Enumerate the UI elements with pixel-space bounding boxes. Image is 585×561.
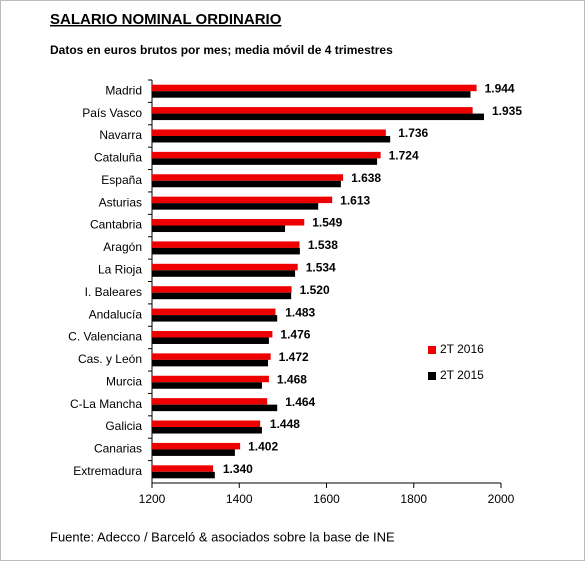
y-tick-label: Extremadura — [73, 464, 142, 478]
value-label: 1.464 — [285, 395, 315, 409]
value-label: 1.534 — [306, 260, 336, 274]
y-tick-label: C. Valenciana — [68, 330, 142, 344]
x-tick-label: 1200 — [139, 492, 166, 506]
bar — [152, 225, 286, 233]
bar — [152, 337, 269, 344]
bar — [152, 286, 292, 293]
legend-label: 2T 2015 — [440, 368, 484, 382]
y-tick-label: Asturias — [99, 195, 142, 209]
value-label: 1.724 — [389, 149, 419, 163]
bar — [152, 465, 214, 472]
value-label: 1.549 — [312, 216, 342, 230]
bar — [152, 427, 262, 434]
bar — [152, 375, 269, 383]
bar — [152, 382, 262, 389]
legend-label: 2T 2016 — [440, 342, 484, 356]
x-tick-label: 1400 — [226, 492, 253, 506]
bar — [152, 420, 261, 428]
chart-title: SALARIO NOMINAL ORDINARIO — [50, 11, 282, 28]
bar — [152, 471, 215, 479]
bar — [152, 107, 473, 114]
value-label: 1.944 — [485, 81, 515, 95]
bar — [152, 174, 344, 181]
bar — [152, 247, 300, 255]
source-note: Fuente: Adecco / Barceló & asociados sob… — [50, 529, 395, 544]
y-tick-label: España — [101, 173, 142, 187]
x-tick-label: 2000 — [488, 492, 515, 506]
value-label: 1.402 — [248, 440, 278, 454]
bar — [152, 263, 298, 271]
bar — [152, 353, 271, 360]
y-tick-label: Madrid — [105, 83, 142, 97]
legend-swatch — [428, 372, 436, 380]
y-tick-label: La Rioja — [98, 262, 142, 276]
legend-swatch — [428, 346, 436, 354]
x-tick-label: 1800 — [400, 492, 427, 506]
value-label: 1.472 — [279, 350, 309, 364]
value-label: 1.468 — [277, 372, 307, 386]
bar — [152, 398, 268, 405]
x-tick-label: 1600 — [313, 492, 340, 506]
bar — [152, 404, 278, 412]
y-tick-label: Aragón — [103, 240, 142, 254]
value-label: 1.638 — [351, 171, 381, 185]
bar — [152, 308, 276, 316]
bar — [152, 442, 241, 450]
y-tick-label: I. Baleares — [85, 285, 142, 299]
y-tick-label: Cantabria — [90, 218, 142, 232]
bar — [152, 151, 381, 159]
chart-subtitle: Datos en euros brutos por mes; media móv… — [50, 43, 393, 57]
bar — [152, 315, 278, 322]
value-label: 1.340 — [223, 462, 253, 476]
value-label: 1.476 — [280, 328, 310, 342]
y-tick-label: Cataluña — [94, 151, 142, 165]
y-tick-label: Galicia — [105, 419, 142, 433]
value-label: 1.736 — [398, 126, 428, 140]
value-label: 1.448 — [270, 417, 300, 431]
bar — [152, 330, 273, 338]
y-tick-label: Murcia — [106, 374, 142, 388]
bar — [152, 219, 305, 226]
y-tick-label: C-La Mancha — [70, 397, 142, 411]
bar — [152, 113, 484, 121]
value-label: 1.613 — [340, 193, 370, 207]
value-label: 1.520 — [300, 283, 330, 297]
bar — [152, 135, 391, 143]
bar — [152, 292, 292, 300]
bar — [152, 241, 300, 248]
bar — [152, 91, 471, 98]
bar — [152, 449, 235, 456]
bar — [152, 180, 341, 188]
bar — [152, 196, 333, 204]
bar — [152, 158, 378, 165]
y-tick-label: Cas. y León — [78, 352, 142, 366]
y-tick-label: País Vasco — [82, 106, 142, 120]
bar — [152, 129, 386, 136]
bar — [152, 270, 296, 277]
value-label: 1.538 — [308, 238, 338, 252]
value-label: 1.935 — [492, 104, 522, 118]
bar — [152, 84, 477, 92]
value-label: 1.483 — [285, 305, 315, 319]
y-tick-label: Canarias — [94, 442, 142, 456]
bar — [152, 359, 269, 367]
bar — [152, 203, 319, 210]
y-tick-label: Navarra — [99, 128, 142, 142]
y-tick-label: Andalucía — [89, 307, 143, 321]
